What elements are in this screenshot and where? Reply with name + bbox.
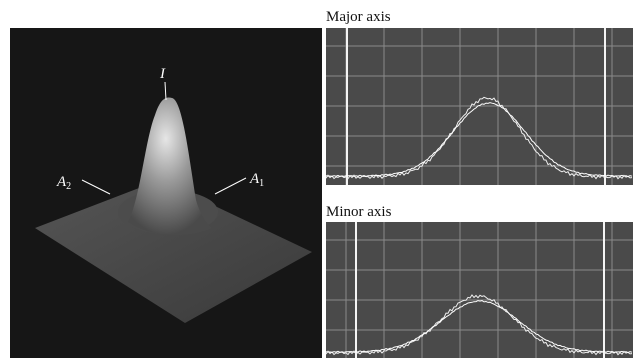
plot-area xyxy=(326,222,633,358)
plot-title: Major axis xyxy=(326,9,391,25)
label-sub: 1 xyxy=(259,178,264,189)
peak-label: I xyxy=(159,66,166,82)
plot-title: Minor axis xyxy=(326,204,392,220)
plot xyxy=(326,28,633,185)
plot xyxy=(326,222,633,358)
figure: I A2 A1 Major axis Minor axis xyxy=(0,0,633,358)
label-sub: 2 xyxy=(66,181,71,192)
body: I A2 A1 Major axis Minor axis (() => { c… xyxy=(0,0,633,358)
page: {"figure": {"surface": {"peak_label": "I… xyxy=(0,0,633,358)
